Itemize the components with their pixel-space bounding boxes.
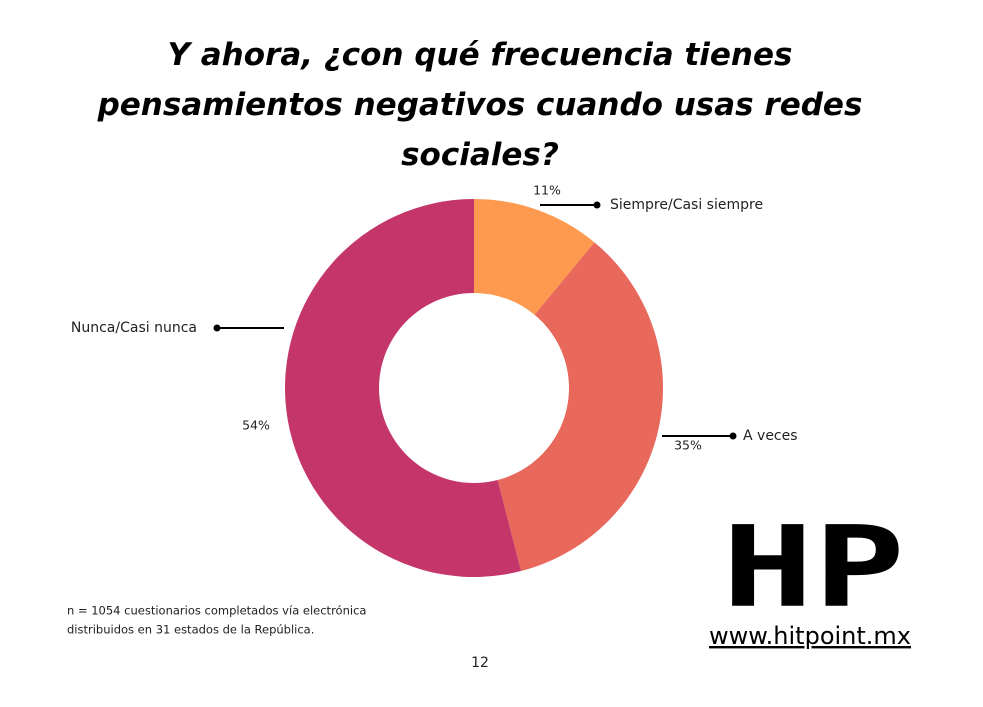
leader-dot xyxy=(213,324,221,332)
leader-dot xyxy=(729,432,737,440)
logo-url[interactable]: www.hitpoint.mx xyxy=(709,622,911,650)
footnote: n = 1054 cuestionarios completados vía e… xyxy=(67,604,366,618)
data-label: 11% xyxy=(533,183,561,198)
leader-dot xyxy=(593,201,601,209)
data-label: 35% xyxy=(674,438,702,453)
chart-title: Y ahora, ¿con qué frecuencia tienes pens… xyxy=(97,37,863,173)
slice xyxy=(497,242,664,572)
slice xyxy=(284,198,522,578)
logo: HP xyxy=(722,503,905,633)
legend-label: Nunca/Casi nunca xyxy=(71,320,197,336)
footnote: distribuidos en 31 estados de la Repúbli… xyxy=(67,623,314,637)
legend-label: A veces xyxy=(743,428,798,444)
slice xyxy=(474,199,595,315)
legend-label: Siempre/Casi siempre xyxy=(610,197,763,213)
data-label: 54% xyxy=(242,418,270,433)
page-number: 12 xyxy=(471,655,489,671)
